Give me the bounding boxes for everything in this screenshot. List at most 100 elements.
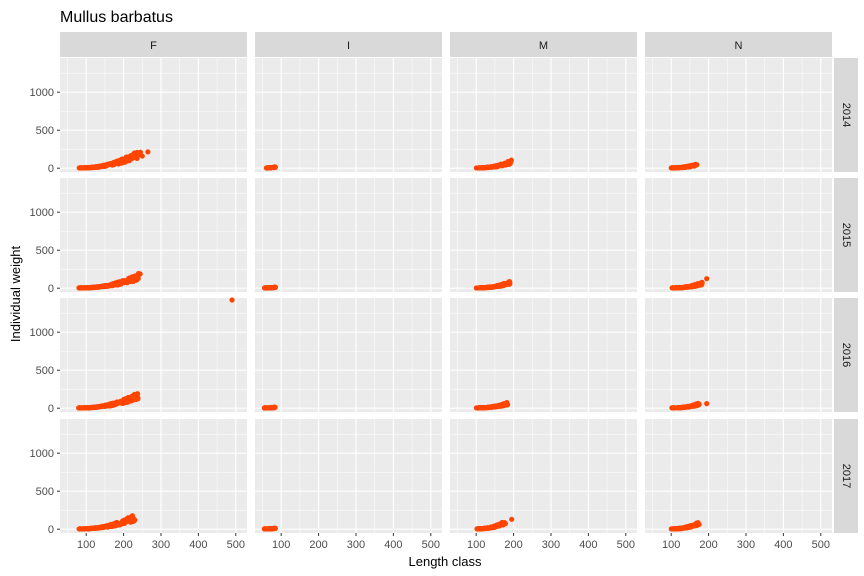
panel-background [450, 298, 637, 412]
panel-M-2014 [450, 58, 637, 172]
panel-F-2014 [60, 58, 247, 172]
y-tick-label: 1000 [30, 448, 54, 460]
data-point [105, 522, 111, 529]
data-point [95, 525, 101, 531]
data-point [76, 165, 83, 171]
x-tick-label: 500 [227, 539, 245, 551]
data-point [139, 153, 145, 159]
data-point [265, 165, 271, 171]
strip-col-label: N [735, 40, 743, 52]
data-point [487, 525, 493, 531]
panel-F-2016 [60, 297, 247, 412]
data-point [489, 404, 495, 410]
facet-grid: F I M N201420152016201705001000050010000500… [30, 32, 858, 551]
y-tick-label: 500 [36, 365, 54, 377]
data-point [95, 284, 101, 290]
y-tick-label: 500 [36, 245, 54, 257]
y-tick-label: 0 [48, 283, 54, 295]
x-tick-label: 100 [662, 539, 680, 551]
data-point [105, 161, 111, 167]
chart-title: Mullus barbatus [60, 9, 173, 26]
data-point [495, 522, 501, 528]
y-tick-label: 1000 [30, 327, 54, 339]
panel-background [60, 298, 247, 412]
panel-N-2015 [645, 178, 832, 292]
x-tick-label: 200 [114, 539, 132, 551]
data-point [695, 400, 701, 407]
panel-background [450, 178, 637, 292]
panel-N-2014 [645, 58, 832, 172]
x-tick-label: 400 [189, 539, 207, 551]
panel-I-2015 [255, 178, 442, 292]
data-point [496, 163, 502, 169]
x-tick-label: 200 [504, 539, 522, 551]
data-point [79, 405, 85, 411]
strip-col-I [255, 32, 442, 57]
data-point [475, 405, 482, 411]
panel-I-2014 [255, 58, 442, 172]
data-point [84, 405, 90, 411]
data-point [266, 285, 272, 291]
data-point [116, 281, 122, 287]
x-tick-label: 400 [774, 539, 792, 551]
panel-M-2015 [450, 178, 637, 292]
x-tick-label: 500 [812, 539, 830, 551]
data-point [486, 164, 492, 170]
data-point [127, 395, 133, 402]
x-tick-label: 500 [422, 539, 440, 551]
panel-M-2016 [450, 298, 637, 412]
panel-I-2016 [255, 298, 442, 412]
panel-F-2015 [60, 178, 247, 292]
panel-background [645, 419, 832, 533]
x-tick-label: 300 [152, 539, 170, 551]
strip-col-M [450, 32, 637, 57]
panel-background [255, 419, 442, 533]
data-point [479, 525, 485, 532]
data-point [264, 405, 270, 411]
data-point [674, 165, 680, 171]
data-point [501, 161, 508, 167]
x-tick-label: 100 [272, 539, 290, 551]
strip-row-2016 [834, 298, 858, 412]
data-point [474, 526, 480, 532]
strip-col-label: I [347, 40, 350, 52]
y-axis-title: Individual weight [8, 246, 23, 343]
data-point [670, 285, 676, 291]
y-tick-label: 1000 [30, 207, 54, 219]
x-axis-title: Length class [409, 554, 482, 569]
y-tick-label: 0 [48, 403, 54, 415]
panel-F-2017 [60, 419, 247, 533]
data-point [506, 159, 512, 165]
data-point [132, 396, 138, 402]
data-point [483, 525, 489, 532]
data-point [683, 164, 689, 170]
data-point [680, 404, 687, 410]
data-point [476, 165, 482, 171]
data-point [509, 516, 515, 522]
panel-background [255, 58, 442, 172]
strip-col-label: F [150, 40, 157, 52]
y-tick-label: 1000 [30, 87, 54, 99]
data-point [229, 297, 235, 303]
y-tick-label: 500 [36, 486, 54, 498]
data-point [494, 283, 501, 289]
data-point [690, 162, 696, 168]
data-point [481, 285, 488, 291]
strip-row-2017 [834, 419, 858, 533]
data-point [86, 526, 92, 532]
data-point [503, 281, 509, 287]
strip-col-F [60, 32, 247, 57]
data-point [696, 280, 702, 287]
data-point [266, 526, 272, 532]
strip-row-label: 2017 [840, 464, 852, 488]
panel-background [60, 58, 247, 172]
x-tick-label: 200 [699, 539, 717, 551]
data-point [670, 405, 676, 411]
panel-background [60, 419, 247, 533]
data-point [501, 520, 508, 526]
data-point [78, 285, 84, 291]
data-point [109, 523, 115, 529]
x-tick-label: 300 [737, 539, 755, 551]
data-point [89, 404, 95, 411]
